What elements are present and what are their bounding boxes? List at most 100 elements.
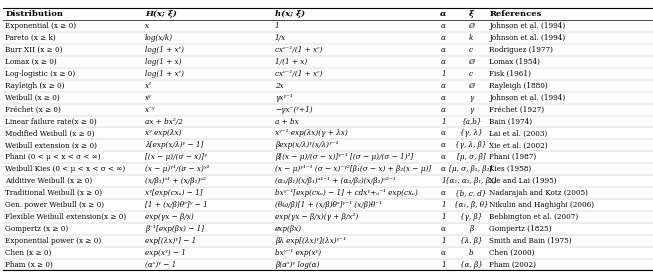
Text: exp[(λx)ᵞ] − 1: exp[(λx)ᵞ] − 1 <box>145 237 196 245</box>
Text: γxʸ⁻¹: γxʸ⁻¹ <box>275 94 293 102</box>
Text: α: α <box>441 94 446 102</box>
Text: Log-logistic (x ≥ 0): Log-logistic (x ≥ 0) <box>5 70 76 78</box>
Text: (αˣ)ᵞ − 1: (αˣ)ᵞ − 1 <box>145 261 176 269</box>
Text: Lomax (1954): Lomax (1954) <box>489 58 540 66</box>
Text: α: α <box>441 46 446 54</box>
Text: α: α <box>441 249 446 257</box>
Text: Gompertz (x ≥ 0): Gompertz (x ≥ 0) <box>5 225 69 233</box>
Text: 1: 1 <box>275 22 279 30</box>
Text: x: x <box>145 22 149 30</box>
Text: ξ: ξ <box>469 10 473 18</box>
Text: α: α <box>441 34 446 42</box>
Text: 1: 1 <box>441 213 446 221</box>
Text: Nadarajah and Kotz (2005): Nadarajah and Kotz (2005) <box>489 189 588 197</box>
Text: Johnson et al. (1994): Johnson et al. (1994) <box>489 34 565 42</box>
Text: Flexible Weibull extension(x ≥ 0): Flexible Weibull extension(x ≥ 0) <box>5 213 127 221</box>
Text: β: β <box>469 225 473 233</box>
Text: βλ exp[(λx)ᵞ](λx)ᵞ⁻¹: βλ exp[(λx)ᵞ](λx)ᵞ⁻¹ <box>275 237 346 245</box>
Text: cxᶜ⁻¹/(1 + xᶜ): cxᶜ⁻¹/(1 + xᶜ) <box>275 46 323 54</box>
Text: ax + bx²/2: ax + bx²/2 <box>145 118 183 126</box>
Text: Johnson et al. (1994): Johnson et al. (1994) <box>489 22 565 30</box>
Text: 1: 1 <box>441 70 446 78</box>
Text: 1/(1 + x): 1/(1 + x) <box>275 58 307 66</box>
Text: α: α <box>441 82 446 90</box>
Text: Ø: Ø <box>468 82 474 90</box>
Text: x⁻ʸ: x⁻ʸ <box>145 106 155 114</box>
Text: α: α <box>441 129 446 137</box>
Text: Distribution: Distribution <box>5 10 63 18</box>
Text: {λ, β}: {λ, β} <box>460 237 483 245</box>
Text: c: c <box>469 46 473 54</box>
Text: {γ, λ}: {γ, λ} <box>460 129 483 137</box>
Text: b: b <box>469 249 473 257</box>
Text: bxᵞ⁻¹[exp(cxᵤ) − 1] + cdxᵞ+ᵤ⁻¹ exp(cxᵤ): bxᵞ⁻¹[exp(cxᵤ) − 1] + cdxᵞ+ᵤ⁻¹ exp(cxᵤ) <box>275 189 418 197</box>
Text: k: k <box>469 34 473 42</box>
Text: α: α <box>441 153 446 161</box>
Text: 1/x: 1/x <box>275 34 286 42</box>
Text: Rodriguez (1977): Rodriguez (1977) <box>489 46 553 54</box>
Text: Weibull Kies (0 < μ < x < σ < ∞): Weibull Kies (0 < μ < x < σ < ∞) <box>5 165 125 173</box>
Text: 1: 1 <box>441 237 446 245</box>
Text: 1: 1 <box>441 118 446 126</box>
Text: xʸ exp(λx): xʸ exp(λx) <box>145 129 182 137</box>
Text: Gompertz (1825): Gompertz (1825) <box>489 225 552 233</box>
Text: exp(βx): exp(βx) <box>275 225 302 233</box>
Text: {b, c, d}: {b, c, d} <box>455 189 487 197</box>
Text: Gen. power Weibull (x ≥ 0): Gen. power Weibull (x ≥ 0) <box>5 201 104 209</box>
Text: xᵞ[exp(cxᵤ) − 1]: xᵞ[exp(cxᵤ) − 1] <box>145 189 202 197</box>
Text: β(αˣ)ᵞ log(α): β(αˣ)ᵞ log(α) <box>275 261 319 269</box>
Text: Rayleigh (x ≥ 0): Rayleigh (x ≥ 0) <box>5 82 65 90</box>
Text: 1: 1 <box>441 201 446 209</box>
Text: cxᶜ⁻¹/(1 + xᶜ): cxᶜ⁻¹/(1 + xᶜ) <box>275 70 323 78</box>
Text: Lai et al. (2003): Lai et al. (2003) <box>489 129 547 137</box>
Text: {a,b}: {a,b} <box>461 118 481 126</box>
Text: Johnson et al. (1994): Johnson et al. (1994) <box>489 94 565 102</box>
Text: Rayleigh (1880): Rayleigh (1880) <box>489 82 548 90</box>
Text: Burr XII (x ≥ 0): Burr XII (x ≥ 0) <box>5 46 63 54</box>
Text: Traditional Weibull (x ≥ 0): Traditional Weibull (x ≥ 0) <box>5 189 103 197</box>
Text: Ø: Ø <box>468 58 474 66</box>
Text: Bain (1974): Bain (1974) <box>489 118 532 126</box>
Text: c: c <box>469 70 473 78</box>
Text: α: α <box>441 106 446 114</box>
Text: Phani (1987): Phani (1987) <box>489 153 537 161</box>
Text: [(x − μ)/(σ − x)]ᵞ: [(x − μ)/(σ − x)]ᵞ <box>145 153 206 161</box>
Text: Lomax (x ≥ 0): Lomax (x ≥ 0) <box>5 58 57 66</box>
Text: (x − μ)ᵞ¹/(σ − x)ᵞ²: (x − μ)ᵞ¹/(σ − x)ᵞ² <box>145 165 210 173</box>
Text: log(1 + x): log(1 + x) <box>145 58 182 66</box>
Text: Pareto (x ≥ k): Pareto (x ≥ k) <box>5 34 56 42</box>
Text: Additive Weibull (x ≥ 0): Additive Weibull (x ≥ 0) <box>5 177 93 185</box>
Text: [1 + (x/β)θᵃ]ᵞ − 1: [1 + (x/β)θᵃ]ᵞ − 1 <box>145 201 208 209</box>
Text: Fisk (1961): Fisk (1961) <box>489 70 532 78</box>
Text: (x/β₁)ᵃ¹ + (x/β₂)ᵃ²: (x/β₁)ᵃ¹ + (x/β₂)ᵃ² <box>145 177 206 185</box>
Text: γ: γ <box>469 106 473 114</box>
Text: {γ, β}: {γ, β} <box>460 213 483 221</box>
Text: {α₁, β, θ}: {α₁, β, θ} <box>454 201 488 209</box>
Text: 2x: 2x <box>275 82 283 90</box>
Text: a + bx: a + bx <box>275 118 298 126</box>
Text: References: References <box>489 10 541 18</box>
Text: α: α <box>441 189 446 197</box>
Text: Chen (2000): Chen (2000) <box>489 249 535 257</box>
Text: exp(γx − β/x): exp(γx − β/x) <box>145 213 194 221</box>
Text: β[(x − μ)/(σ − x)]ᵞ⁻¹ [(σ − μ)/(σ − 1)²]: β[(x − μ)/(σ − x)]ᵞ⁻¹ [(σ − μ)/(σ − 1)²] <box>275 153 413 161</box>
Text: α: α <box>441 165 446 173</box>
Text: H(x; ξ): H(x; ξ) <box>145 10 177 18</box>
Text: Weibull (x ≥ 0): Weibull (x ≥ 0) <box>5 94 60 102</box>
Text: {γ, λ, β}: {γ, λ, β} <box>455 141 487 149</box>
Text: Fréchet (1927): Fréchet (1927) <box>489 106 545 114</box>
Text: [μ, σ, β₁, β₂]: [μ, σ, β₁, β₂] <box>449 165 493 173</box>
Text: xʸ: xʸ <box>145 94 151 102</box>
Text: Chen (x ≥ 0): Chen (x ≥ 0) <box>5 249 52 257</box>
Text: α: α <box>440 10 447 18</box>
Text: bxᵞ⁻¹ exp(xᵞ): bxᵞ⁻¹ exp(xᵞ) <box>275 249 321 257</box>
Text: [μ, σ, β]: [μ, σ, β] <box>456 153 485 161</box>
Text: Phani (0 < μ < x < σ < ∞): Phani (0 < μ < x < σ < ∞) <box>5 153 101 161</box>
Text: 1: 1 <box>441 177 446 185</box>
Text: log(x/k): log(x/k) <box>145 34 173 42</box>
Text: (θω/β)[1 + (x/β)θᵃ]ᵞ⁻¹ (x/β)θ⁻¹: (θω/β)[1 + (x/β)θᵃ]ᵞ⁻¹ (x/β)θ⁻¹ <box>275 201 382 209</box>
Text: α: α <box>441 22 446 30</box>
Text: Fréchet (x ≥ 0): Fréchet (x ≥ 0) <box>5 106 61 114</box>
Text: Modified Weibull (x ≥ 0): Modified Weibull (x ≥ 0) <box>5 129 95 137</box>
Text: Bebbington et al. (2007): Bebbington et al. (2007) <box>489 213 579 221</box>
